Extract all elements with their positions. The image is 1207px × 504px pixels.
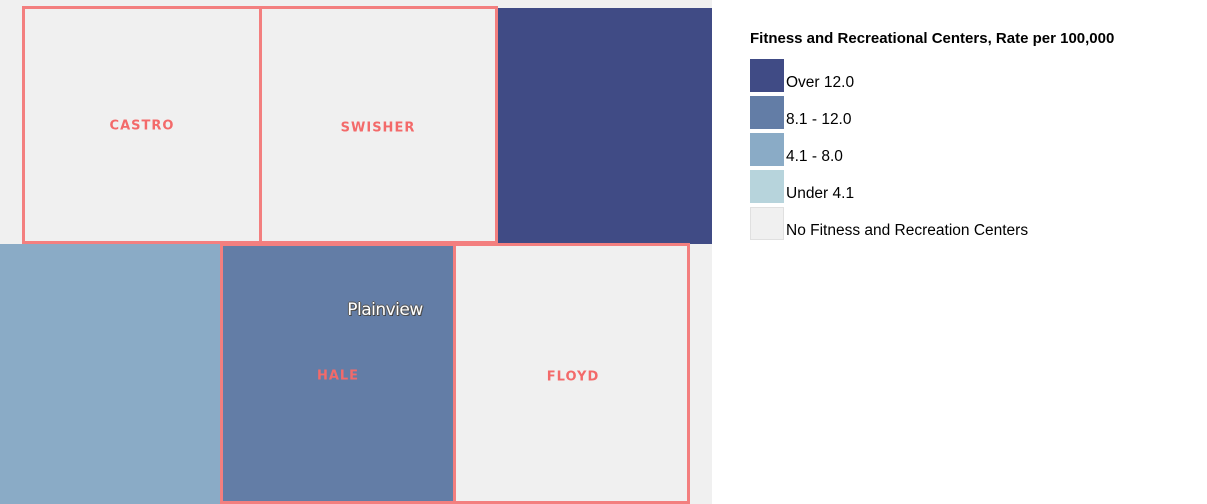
city-label-plainview: Plainview: [347, 300, 423, 320]
county-label-hale: HALE: [316, 368, 360, 384]
neighbor-region-northeast: [497, 8, 712, 244]
county-swisher[interactable]: [259, 6, 498, 244]
legend-item: 4.1 - 8.0: [750, 129, 1200, 166]
neighbor-region-southwest: [0, 244, 221, 504]
choropleth-map: CASTRO SWISHER HALE FLOYD Plainview: [0, 0, 712, 504]
map-top-strip: [0, 0, 712, 8]
legend-swatch: [750, 59, 784, 92]
legend-label: Under 4.1: [786, 185, 855, 202]
county-label-swisher: SWISHER: [340, 120, 416, 136]
legend-title: Fitness and Recreational Centers, Rate p…: [750, 30, 1115, 47]
legend-item: No Fitness and Recreation Centers: [750, 203, 1200, 240]
legend-label: 4.1 - 8.0: [786, 148, 843, 165]
county-label-floyd: FLOYD: [546, 369, 600, 385]
legend-swatch: [750, 207, 784, 240]
legend-items: Over 12.0 8.1 - 12.0 4.1 - 8.0 Under 4.1 No …: [750, 55, 1200, 240]
legend-swatch: [750, 96, 784, 129]
legend-item: Over 12.0: [750, 55, 1200, 92]
county-castro[interactable]: [22, 6, 264, 244]
county-label-castro: CASTRO: [109, 118, 175, 134]
county-floyd[interactable]: [453, 243, 690, 504]
legend-swatch: [750, 133, 784, 166]
map-legend: Fitness and Recreational Centers, Rate p…: [750, 30, 1200, 240]
legend-item: Under 4.1: [750, 166, 1200, 203]
legend-label: Over 12.0: [786, 74, 855, 91]
legend-label: 8.1 - 12.0: [786, 111, 852, 128]
legend-label: No Fitness and Recreation Centers: [786, 222, 1029, 239]
legend-swatch: [750, 170, 784, 203]
legend-item: 8.1 - 12.0: [750, 92, 1200, 129]
